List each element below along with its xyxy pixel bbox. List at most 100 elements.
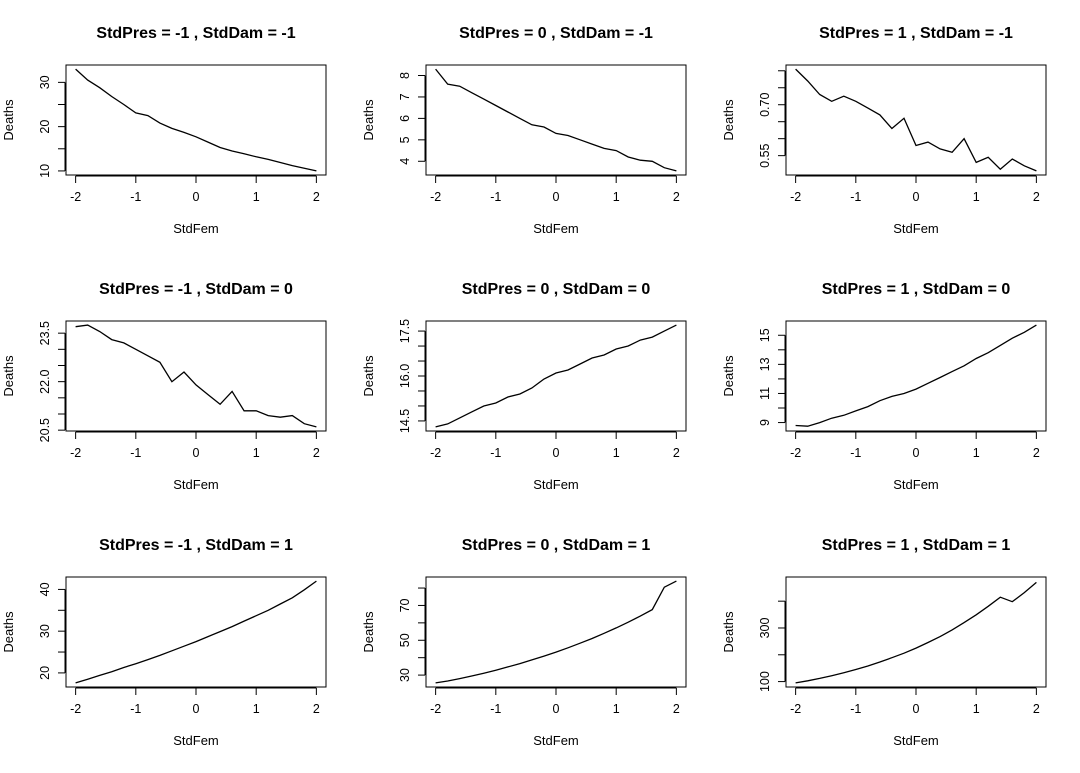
x-tick-label: -2 [70, 446, 81, 460]
x-axis-label: StdFem [533, 477, 579, 492]
x-tick-label: -1 [130, 190, 141, 204]
y-tick-label: 50 [398, 633, 412, 647]
y-tick-label: 4 [398, 158, 412, 165]
x-tick-label: 2 [1033, 446, 1040, 460]
y-tick-label: 0.55 [758, 143, 772, 167]
x-tick-label: 0 [913, 190, 920, 204]
series-line [435, 68, 677, 172]
series-line [435, 580, 677, 684]
y-tick-label: 100 [758, 671, 772, 692]
x-tick-label: 1 [253, 190, 260, 204]
y-tick-label: 20.5 [38, 418, 52, 442]
series-line [795, 324, 1037, 427]
panel-8: StdPres = 0 , StdDam = 1 -2 -1 0 1 2 StdFem 30 5… [361, 537, 687, 748]
panel-title: StdPres = 1 , StdDam = 0 [822, 281, 1011, 298]
x-tick-label: 0 [193, 702, 200, 716]
y-tick-label: 300 [758, 618, 772, 639]
y-tick-label: 5 [398, 136, 412, 143]
panel-title: StdPres = 1 , StdDam = -1 [819, 25, 1013, 42]
plot-frame [65, 64, 327, 176]
x-tick-label: 0 [913, 702, 920, 716]
x-tick-label: 1 [613, 702, 620, 716]
y-tick-label: 10 [38, 164, 52, 178]
panel-5: StdPres = 0 , StdDam = 0 -2 -1 0 1 2 StdFem 14.… [361, 281, 687, 492]
panel-6: StdPres = 1 , StdDam = 0 -2 -1 0 1 2 StdFem 9 11… [721, 281, 1047, 492]
y-axis-label: Deaths [1, 611, 16, 653]
y-tick-label: 0.70 [758, 93, 772, 117]
plot-frame [65, 320, 327, 432]
series-line [75, 324, 317, 428]
x-tick-label: -2 [430, 190, 441, 204]
x-axis-label: StdFem [173, 733, 219, 748]
panel-title: StdPres = -1 , StdDam = 0 [99, 281, 293, 298]
panel-title: StdPres = 0 , StdDam = 0 [462, 281, 651, 298]
x-axis-label: StdFem [533, 733, 579, 748]
y-tick-label: 30 [38, 624, 52, 638]
x-tick-label: -2 [790, 190, 801, 204]
y-tick-label: 16.0 [398, 364, 412, 388]
x-axis-label: StdFem [533, 221, 579, 236]
x-tick-label: 0 [193, 446, 200, 460]
y-tick-label: 14.5 [398, 409, 412, 433]
panel-title: StdPres = -1 , StdDam = 1 [99, 537, 293, 554]
y-tick-label: 9 [758, 419, 772, 426]
y-axis-label: Deaths [721, 355, 736, 397]
series-line [795, 581, 1037, 684]
y-axis-label: Deaths [361, 99, 376, 141]
panel-3: StdPres = 1 , StdDam = -1 -2 -1 0 1 2 StdFem 0.… [721, 25, 1047, 236]
y-tick-label: 22.0 [38, 369, 52, 393]
y-tick-label: 15 [758, 328, 772, 342]
panel-4: StdPres = -1 , StdDam = 0 -2 -1 0 1 2 StdFem 20… [1, 281, 327, 492]
plot-frame [425, 64, 687, 176]
series-line [75, 580, 317, 684]
x-tick-label: -1 [850, 702, 861, 716]
x-tick-label: -1 [490, 702, 501, 716]
x-tick-label: 1 [973, 702, 980, 716]
panel-2: StdPres = 0 , StdDam = -1 -2 -1 0 1 2 StdFem 4 5… [361, 25, 687, 236]
y-tick-label: 40 [38, 582, 52, 596]
x-tick-label: -2 [70, 702, 81, 716]
y-tick-label: 7 [398, 93, 412, 100]
panel-9: StdPres = 1 , StdDam = 1 -2 -1 0 1 2 StdFem 100… [721, 537, 1047, 748]
x-tick-label: 1 [973, 446, 980, 460]
y-axis-label: Deaths [721, 99, 736, 141]
x-tick-label: 1 [613, 446, 620, 460]
y-tick-label: 13 [758, 357, 772, 371]
x-tick-label: 0 [553, 190, 560, 204]
x-tick-label: -2 [70, 190, 81, 204]
panel-title: StdPres = 1 , StdDam = 1 [822, 537, 1011, 554]
y-tick-label: 70 [398, 598, 412, 612]
x-tick-label: 2 [673, 190, 680, 204]
y-tick-label: 20 [38, 120, 52, 134]
plot-frame [65, 576, 327, 688]
y-tick-label: 30 [398, 668, 412, 682]
y-axis-label: Deaths [1, 99, 16, 141]
x-tick-label: -1 [850, 446, 861, 460]
series-line [435, 324, 677, 428]
series-line [75, 68, 317, 172]
y-tick-label: 8 [398, 72, 412, 79]
x-tick-label: 1 [613, 190, 620, 204]
plot-frame [785, 320, 1047, 432]
x-tick-label: -2 [790, 446, 801, 460]
y-axis-label: Deaths [1, 355, 16, 397]
y-tick-label: 11 [758, 387, 772, 400]
x-tick-label: 1 [973, 190, 980, 204]
x-tick-label: 2 [673, 446, 680, 460]
panel-7: StdPres = -1 , StdDam = 1 -2 -1 0 1 2 StdFem 20… [1, 537, 327, 748]
x-tick-label: -1 [490, 190, 501, 204]
x-tick-label: -1 [130, 446, 141, 460]
x-tick-label: -2 [430, 446, 441, 460]
panel-title: StdPres = 0 , StdDam = -1 [459, 25, 653, 42]
x-tick-label: 2 [673, 702, 680, 716]
x-axis-label: StdFem [893, 477, 939, 492]
plot-frame [425, 320, 687, 432]
x-tick-label: 1 [253, 702, 260, 716]
plot-frame [785, 576, 1047, 688]
series-line [795, 68, 1037, 172]
plot-frame [425, 576, 687, 688]
x-tick-label: 0 [913, 446, 920, 460]
panel-1: StdPres = -1 , StdDam = -1 -2 -1 0 1 2 StdFem 1… [1, 25, 327, 236]
x-tick-label: -1 [850, 190, 861, 204]
